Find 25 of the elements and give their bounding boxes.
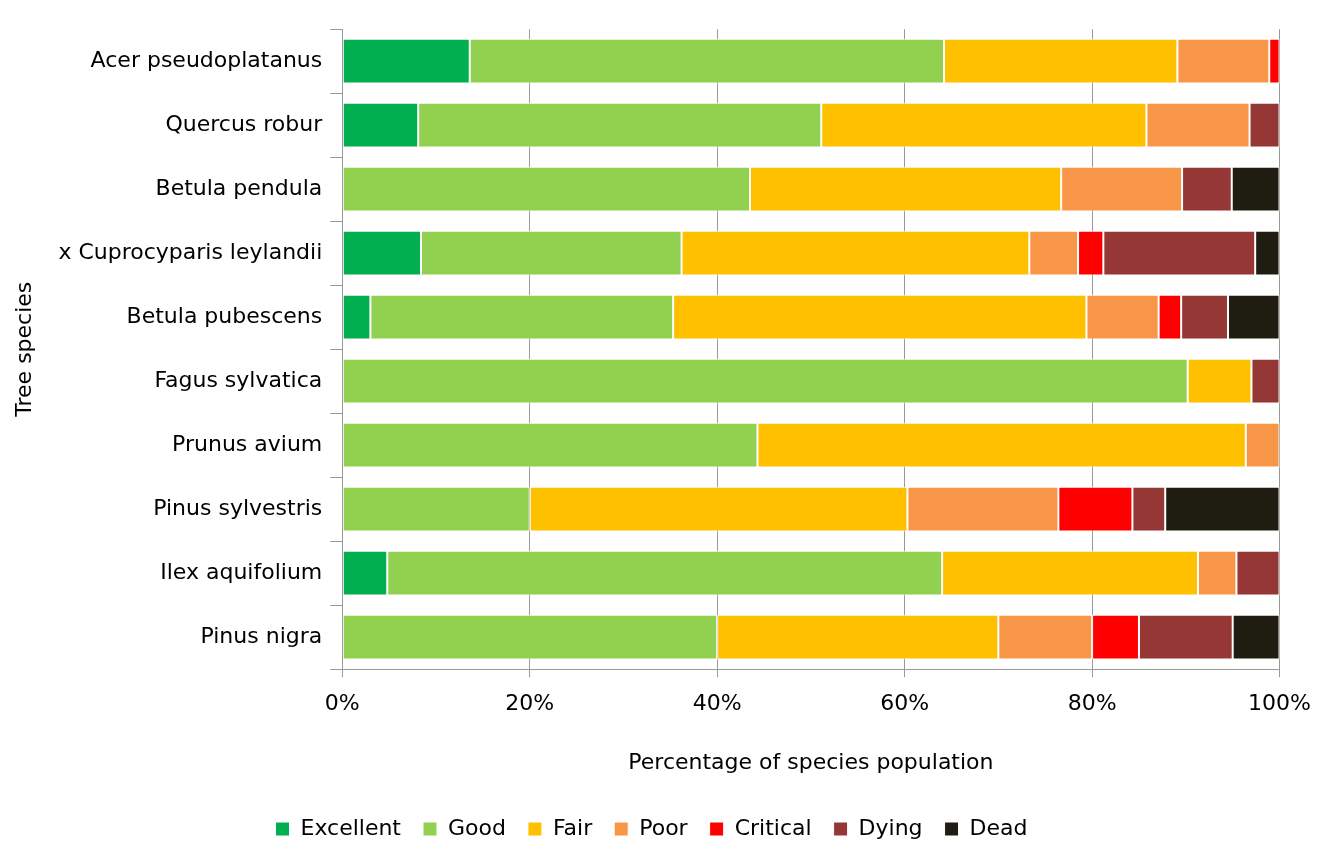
y-tick-label: Pinus sylvestris [153,494,323,520]
x-tick-label: 0% [324,690,360,716]
legend-label: Poor [639,814,689,840]
legend-label: Fair [552,814,594,840]
y-tick-label: x Cuprocyparis leylandii [58,238,323,264]
y-tick-label: Acer pseudoplatanus [90,46,323,72]
y-tick-label: Betula pendula [155,174,323,200]
legend-label: Dying [858,814,923,840]
y-tick-label: Pinus nigra [200,622,323,648]
x-tick-label: 20% [505,690,555,716]
legend-label: Good [448,814,506,840]
y-tick-label: Betula pubescens [126,302,323,328]
y-axis-title: Tree species [10,281,36,418]
legend-label: Dead [969,814,1028,840]
y-tick-label: Prunus avium [172,430,323,456]
x-tick-label: 100% [1248,690,1312,716]
y-tick-label: Ilex aquifolium [160,558,323,584]
y-tick-label: Fagus sylvatica [154,366,323,392]
legend-label: Excellent [300,814,402,840]
x-tick-label: 40% [692,690,742,716]
x-axis-title: Percentage of species population [628,748,994,774]
x-tick-label: 80% [1067,690,1117,716]
y-tick-label: Quercus robur [165,110,324,136]
legend-label: Critical [734,814,812,840]
x-tick-label: 60% [880,690,930,716]
